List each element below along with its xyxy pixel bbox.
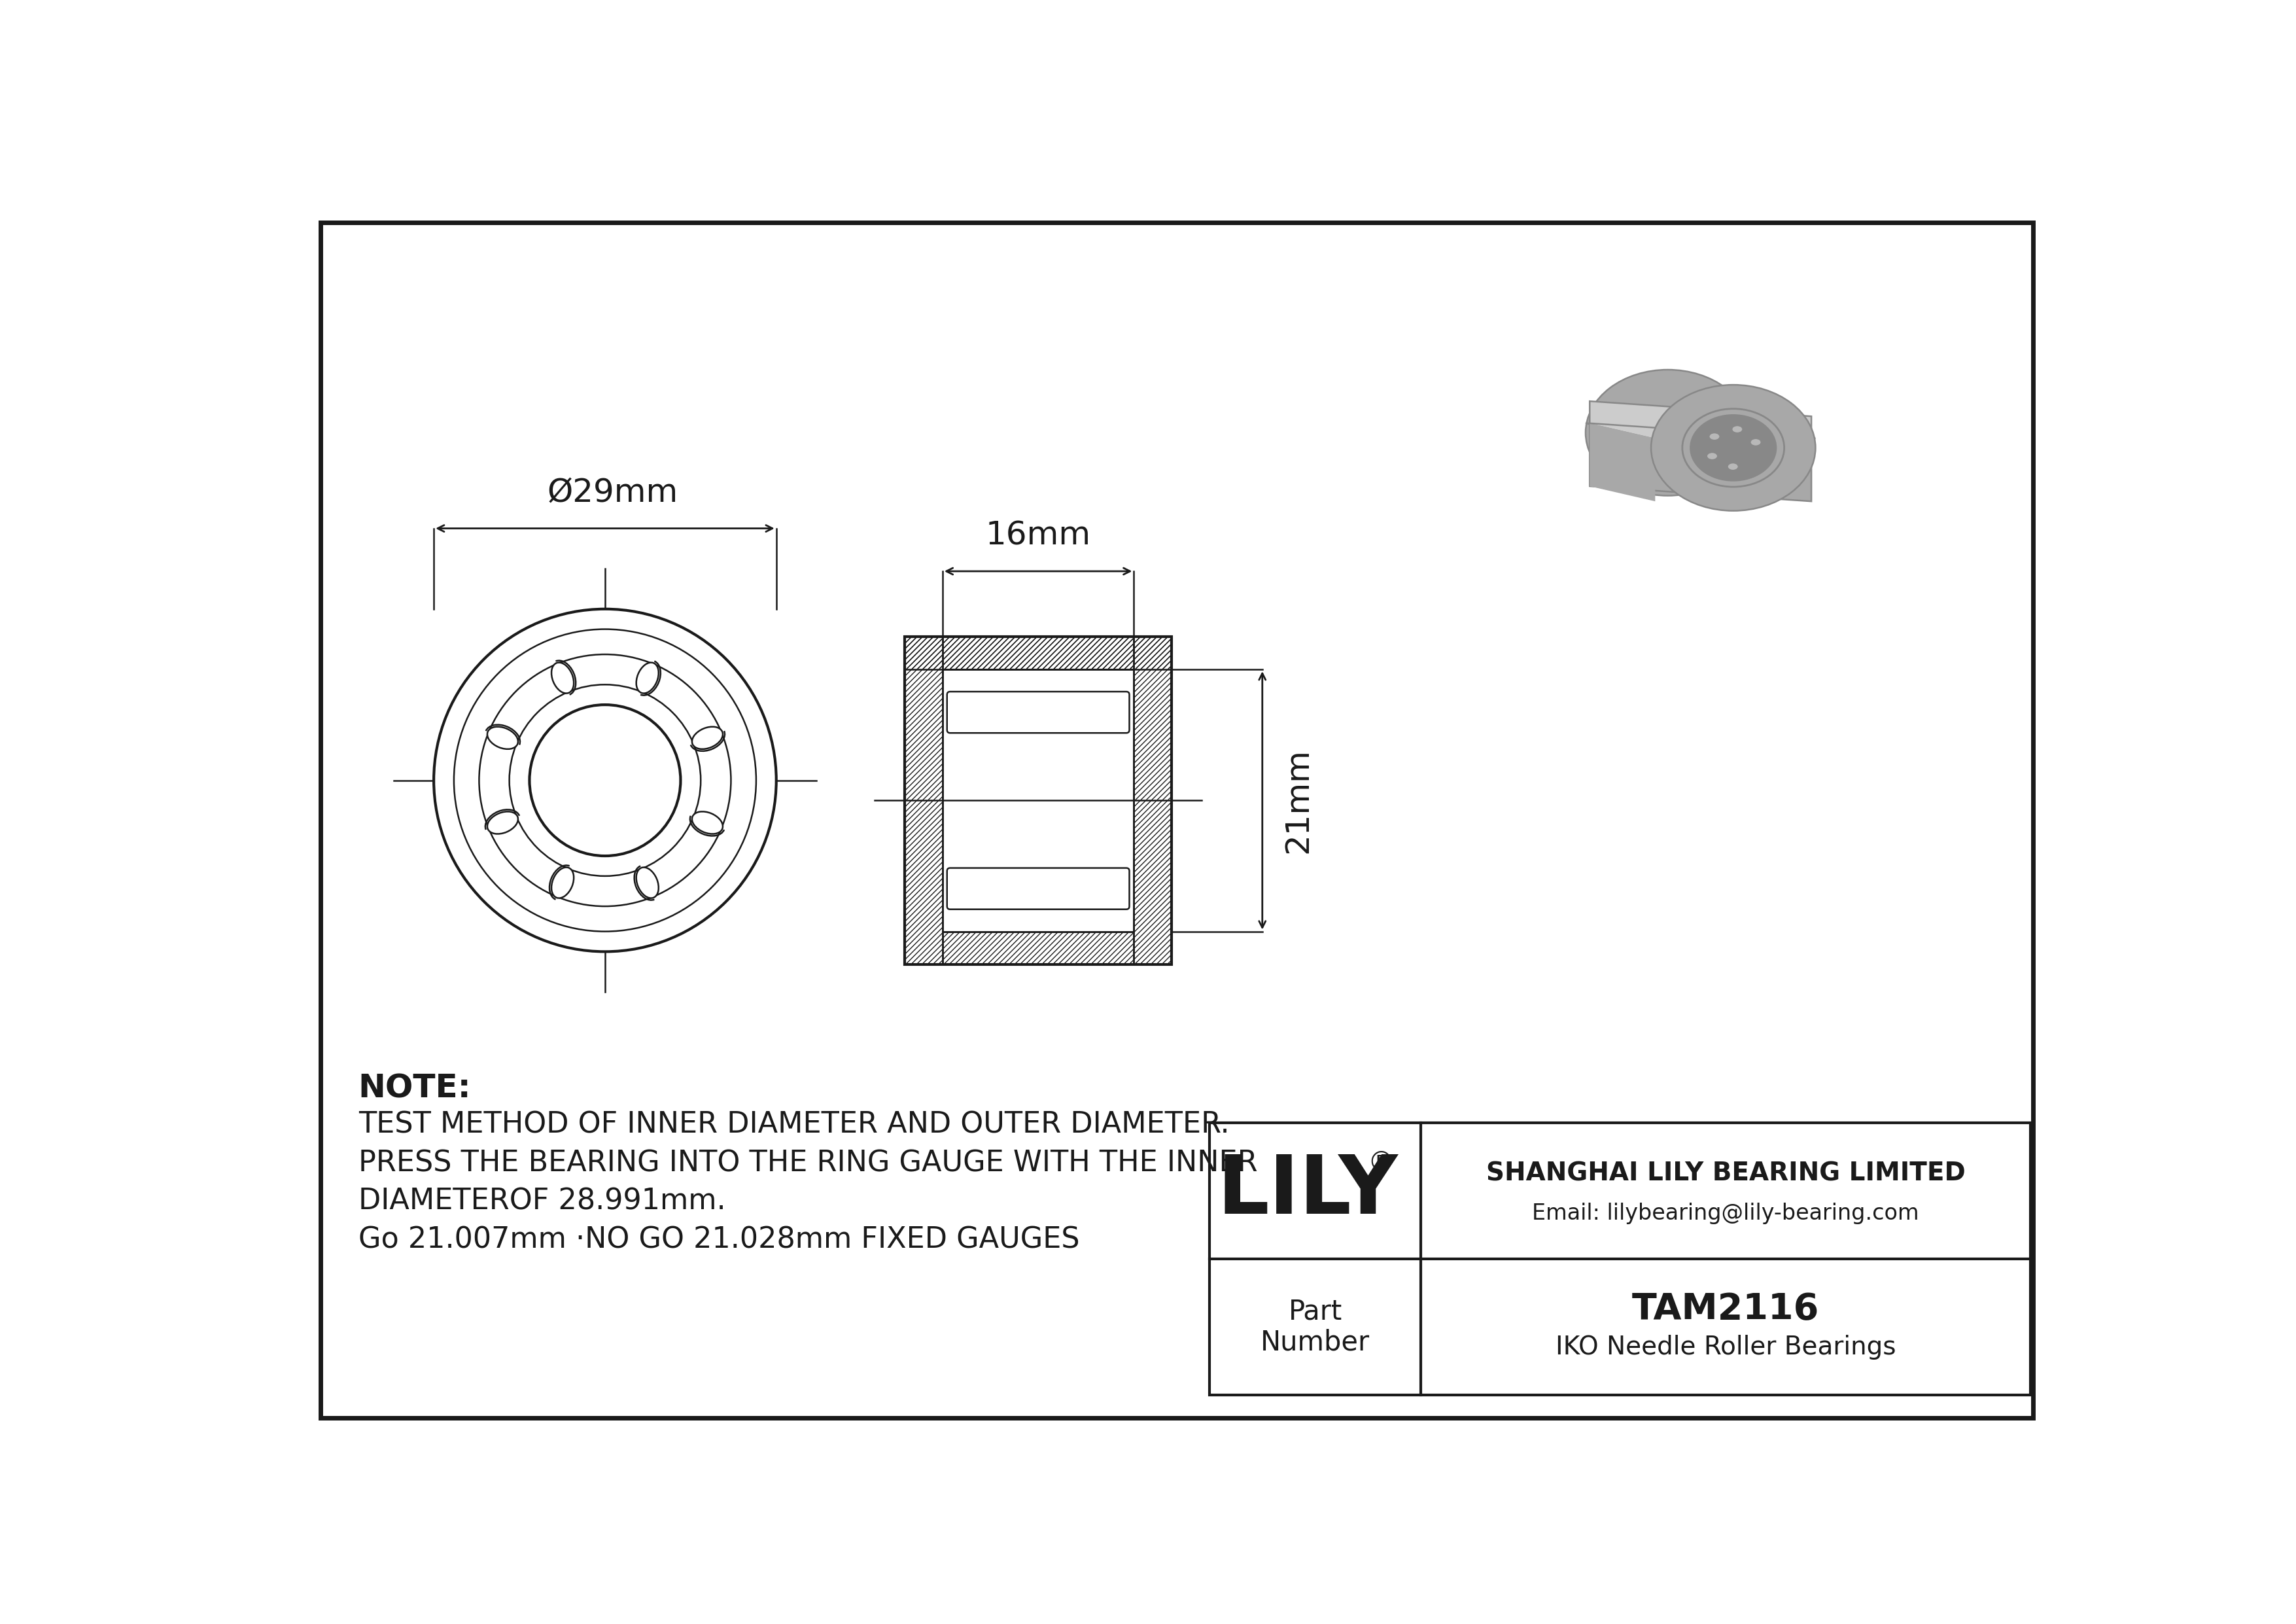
Bar: [1134, 637, 1171, 965]
Bar: [905, 637, 1171, 965]
Text: 21mm: 21mm: [1283, 747, 1313, 853]
Ellipse shape: [487, 812, 519, 833]
Ellipse shape: [636, 663, 659, 693]
Text: PRESS THE BEARING INTO THE RING GAUGE WITH THE INNER: PRESS THE BEARING INTO THE RING GAUGE WI…: [358, 1150, 1258, 1177]
Text: NOTE:: NOTE:: [358, 1072, 471, 1104]
Bar: [1210, 1122, 2030, 1395]
FancyBboxPatch shape: [946, 867, 1130, 909]
Circle shape: [530, 705, 680, 856]
Ellipse shape: [1731, 425, 1743, 434]
Text: SHANGHAI LILY BEARING LIMITED: SHANGHAI LILY BEARING LIMITED: [1486, 1161, 1965, 1186]
Text: Email: lilybearing@lily-bearing.com: Email: lilybearing@lily-bearing.com: [1531, 1203, 1919, 1224]
Text: DIAMETEROF 28.991mm.: DIAMETEROF 28.991mm.: [358, 1187, 726, 1215]
Ellipse shape: [636, 867, 659, 898]
Text: Number: Number: [1261, 1328, 1371, 1356]
Text: 16mm: 16mm: [985, 520, 1091, 551]
Text: Go 21.007mm ·NO GO 21.028mm FIXED GAUGES: Go 21.007mm ·NO GO 21.028mm FIXED GAUGES: [358, 1226, 1079, 1254]
Ellipse shape: [487, 726, 519, 749]
Ellipse shape: [1587, 370, 1750, 495]
Ellipse shape: [1727, 463, 1738, 471]
Bar: [941, 932, 1134, 965]
Bar: [905, 637, 941, 965]
Text: IKO Needle Roller Bearings: IKO Needle Roller Bearings: [1554, 1335, 1896, 1359]
Polygon shape: [1589, 424, 1655, 502]
Text: TEST METHOD OF INNER DIAMETER AND OUTER DIAMETER.: TEST METHOD OF INNER DIAMETER AND OUTER …: [358, 1111, 1228, 1138]
Text: Part: Part: [1288, 1298, 1343, 1325]
Ellipse shape: [1690, 416, 1777, 481]
Polygon shape: [1589, 424, 1812, 502]
Circle shape: [455, 628, 755, 932]
Ellipse shape: [691, 812, 723, 833]
Text: ®: ®: [1366, 1150, 1394, 1177]
Ellipse shape: [551, 663, 574, 693]
Circle shape: [480, 654, 730, 906]
Polygon shape: [1587, 424, 1816, 438]
Ellipse shape: [691, 726, 723, 749]
Ellipse shape: [1708, 434, 1720, 440]
Ellipse shape: [1651, 385, 1816, 512]
Bar: [941, 669, 1134, 932]
FancyBboxPatch shape: [946, 692, 1130, 732]
Ellipse shape: [1694, 424, 1759, 473]
Text: TAM2116: TAM2116: [1632, 1291, 1818, 1327]
Circle shape: [434, 609, 776, 952]
Bar: [941, 637, 1134, 669]
Ellipse shape: [1706, 453, 1717, 460]
Text: LILY: LILY: [1217, 1151, 1398, 1231]
Text: Ø29mm: Ø29mm: [546, 477, 677, 508]
Circle shape: [510, 685, 700, 875]
Ellipse shape: [1750, 438, 1761, 447]
Polygon shape: [1589, 401, 1812, 438]
Bar: [905, 637, 1171, 669]
Ellipse shape: [551, 867, 574, 898]
